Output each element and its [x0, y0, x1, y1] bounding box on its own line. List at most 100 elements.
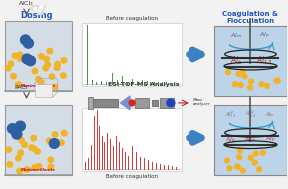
- Circle shape: [22, 54, 32, 64]
- Circle shape: [60, 73, 66, 78]
- Circle shape: [12, 53, 18, 59]
- Circle shape: [234, 164, 239, 169]
- Circle shape: [38, 80, 44, 85]
- Text: $Al_p$: $Al_p$: [259, 31, 270, 41]
- Circle shape: [58, 140, 64, 145]
- Circle shape: [7, 162, 13, 167]
- Circle shape: [235, 165, 240, 169]
- Circle shape: [39, 2, 46, 9]
- Circle shape: [31, 4, 38, 11]
- Text: PACl: PACl: [15, 85, 28, 90]
- Circle shape: [252, 160, 257, 165]
- Text: Montmorillonite: Montmorillonite: [21, 84, 56, 88]
- Circle shape: [11, 74, 16, 79]
- Text: AlCl₃: AlCl₃: [19, 1, 33, 6]
- Text: $Al_m$: $Al_m$: [230, 32, 243, 40]
- Circle shape: [32, 68, 38, 74]
- Circle shape: [23, 38, 33, 48]
- Circle shape: [275, 78, 280, 83]
- Circle shape: [7, 124, 17, 133]
- Circle shape: [36, 164, 42, 169]
- Circle shape: [253, 151, 258, 156]
- Bar: [88, 97, 93, 109]
- Text: Montmorillonite: Montmorillonite: [21, 168, 56, 172]
- Circle shape: [49, 139, 59, 148]
- Circle shape: [45, 62, 50, 67]
- Circle shape: [226, 70, 230, 75]
- Circle shape: [12, 129, 22, 139]
- Circle shape: [29, 145, 35, 150]
- Circle shape: [227, 166, 232, 171]
- Circle shape: [248, 85, 253, 90]
- Circle shape: [47, 48, 53, 54]
- Circle shape: [44, 56, 50, 62]
- Circle shape: [55, 62, 60, 67]
- Circle shape: [225, 158, 230, 163]
- Text: Coagulation &
Flocculation: Coagulation & Flocculation: [223, 11, 278, 24]
- Circle shape: [47, 138, 52, 143]
- Circle shape: [17, 168, 22, 174]
- Circle shape: [265, 84, 270, 88]
- Text: $Al_{13}^Q$: $Al_{13}^Q$: [245, 109, 256, 120]
- Circle shape: [240, 168, 245, 173]
- Circle shape: [26, 56, 35, 66]
- Polygon shape: [118, 95, 132, 111]
- Circle shape: [48, 157, 54, 163]
- Circle shape: [240, 69, 245, 74]
- Circle shape: [36, 76, 41, 82]
- Circle shape: [43, 65, 48, 71]
- Circle shape: [237, 155, 242, 160]
- Text: $Al_{13}^P$: $Al_{13}^P$: [225, 109, 236, 120]
- Bar: [214, 105, 287, 175]
- Bar: [82, 23, 182, 86]
- Text: $Al_b$: $Al_b$: [230, 55, 243, 67]
- Circle shape: [260, 150, 265, 155]
- Circle shape: [37, 8, 44, 15]
- Circle shape: [129, 100, 135, 106]
- Circle shape: [8, 61, 14, 67]
- Text: Before coagulation: Before coagulation: [106, 174, 158, 179]
- Circle shape: [17, 52, 23, 58]
- Circle shape: [62, 131, 67, 136]
- Circle shape: [34, 1, 41, 7]
- Circle shape: [238, 148, 242, 153]
- Bar: [5, 105, 72, 175]
- Circle shape: [259, 82, 264, 87]
- Circle shape: [5, 65, 11, 71]
- Circle shape: [22, 142, 27, 147]
- Circle shape: [18, 150, 24, 155]
- Circle shape: [274, 78, 279, 83]
- Text: $Al_p$: $Al_p$: [265, 135, 276, 145]
- Circle shape: [232, 82, 237, 87]
- Text: $Al_{13}$: $Al_{13}$: [256, 55, 272, 67]
- Bar: [135, 98, 149, 108]
- Circle shape: [49, 74, 55, 79]
- Circle shape: [257, 167, 262, 172]
- Circle shape: [238, 83, 243, 88]
- Bar: [214, 26, 287, 96]
- Circle shape: [236, 72, 241, 76]
- Circle shape: [249, 79, 253, 84]
- Circle shape: [6, 147, 12, 152]
- Text: Dosing: Dosing: [20, 11, 53, 20]
- Bar: [35, 84, 52, 97]
- Bar: [160, 98, 174, 108]
- Circle shape: [33, 7, 37, 11]
- Circle shape: [28, 59, 34, 65]
- Circle shape: [55, 140, 60, 145]
- Circle shape: [15, 121, 25, 131]
- Circle shape: [20, 35, 31, 45]
- Circle shape: [37, 1, 41, 5]
- Circle shape: [61, 58, 67, 63]
- Text: $Al_m$: $Al_m$: [265, 110, 275, 119]
- Text: $Al_b$: $Al_b$: [225, 135, 236, 144]
- Circle shape: [48, 164, 54, 170]
- Circle shape: [248, 155, 253, 160]
- Bar: [82, 108, 182, 171]
- Circle shape: [52, 142, 58, 147]
- Circle shape: [54, 65, 60, 70]
- Circle shape: [37, 9, 41, 13]
- Circle shape: [35, 149, 40, 154]
- Circle shape: [16, 82, 21, 87]
- Circle shape: [32, 165, 37, 170]
